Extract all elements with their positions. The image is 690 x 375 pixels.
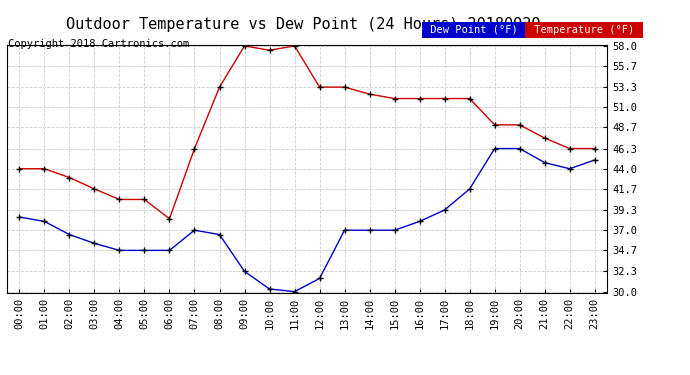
Text: Dew Point (°F): Dew Point (°F) — [424, 25, 524, 35]
Text: Outdoor Temperature vs Dew Point (24 Hours) 20180929: Outdoor Temperature vs Dew Point (24 Hou… — [66, 17, 541, 32]
Text: Copyright 2018 Cartronics.com: Copyright 2018 Cartronics.com — [8, 39, 190, 50]
Text: Temperature (°F): Temperature (°F) — [528, 25, 640, 35]
